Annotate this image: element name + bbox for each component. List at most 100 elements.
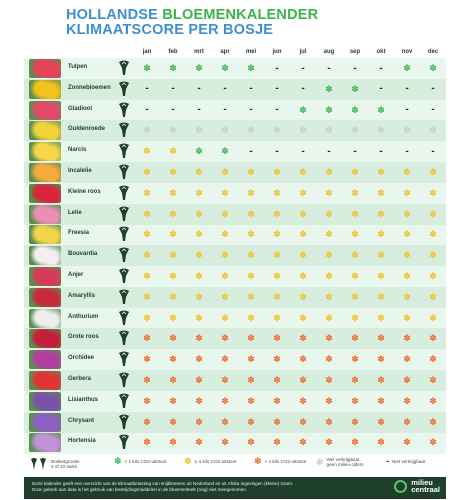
orange-flower-icon: ✽ bbox=[169, 354, 177, 365]
yellow-flower-icon: ✽ bbox=[143, 271, 151, 281]
not-available-mark: - bbox=[275, 104, 279, 116]
grey-flower-icon: ✽ bbox=[325, 125, 333, 136]
orange-flower-icon: ✽ bbox=[325, 354, 333, 365]
bouquet-icon bbox=[116, 206, 132, 222]
flower-row: Hortensia ✽ ✽ ✽ ✽ ✽ ✽ ✽ ✽ ✽ ✽ ✽ ✽ bbox=[24, 432, 446, 453]
bouquet-icon bbox=[116, 81, 132, 97]
flower-row: Amaryllis ✽ ✽ ✽ ✽ ✽ ✽ ✽ ✽ ✽ ✽ ✽ ✽ bbox=[24, 286, 446, 308]
yellow-flower-icon: ✽ bbox=[377, 250, 385, 261]
flower-name: Gladiool bbox=[68, 105, 92, 112]
title-line-2: KLIMAATSCORE PER BOSJE bbox=[66, 22, 274, 38]
yellow-flower-icon: ✽ bbox=[195, 187, 203, 198]
yellow-flower-icon: ✽ bbox=[221, 312, 229, 323]
month-jun: jun bbox=[272, 49, 282, 55]
yellow-flower-icon: ✽ bbox=[325, 208, 333, 219]
bouquet-icon bbox=[116, 434, 132, 450]
yellow-flower-icon: ✽ bbox=[169, 250, 177, 261]
yellow-flower-icon: ✽ bbox=[325, 229, 333, 240]
orange-flower-icon: ✽ bbox=[429, 416, 437, 427]
yellow-flower-icon: ✽ bbox=[143, 250, 151, 261]
bouquet-icon bbox=[116, 393, 132, 409]
flower-row: Anthurium ✽ ✽ ✽ ✽ ✽ ✽ ✽ ✽ ✽ ✽ ✽ ✽ bbox=[24, 308, 446, 329]
yellow-flower-icon: ✽ bbox=[247, 167, 255, 177]
flower-photo bbox=[29, 246, 61, 266]
yellow-flower-icon: ✽ bbox=[247, 291, 255, 302]
yellow-flower-icon: ✽ bbox=[169, 146, 177, 157]
orange-flower-icon: ✽ bbox=[143, 416, 151, 427]
flower-photo bbox=[29, 79, 61, 99]
yellow-flower-icon: ✽ bbox=[403, 312, 411, 323]
not-available-mark: - bbox=[197, 104, 201, 116]
month-header: jan feb mrt apr mei jun jul aug sep okt nov dec bbox=[131, 49, 444, 59]
yellow-flower-icon: ✽ bbox=[351, 291, 359, 302]
yellow-flower-icon: ✽ bbox=[377, 312, 385, 323]
flower-name: Anthurium bbox=[68, 313, 99, 320]
orange-flower-icon: ✽ bbox=[299, 416, 307, 427]
month-nov: nov bbox=[401, 49, 413, 55]
month-aug: aug bbox=[323, 49, 335, 55]
yellow-flower-icon: ✽ bbox=[299, 291, 307, 302]
legend-grey-line-1: Wel verkrijgbaar, bbox=[326, 457, 361, 462]
yellow-flower-icon: ✽ bbox=[247, 229, 255, 240]
yellow-flower-icon: ✽ bbox=[299, 167, 307, 177]
not-available-mark: - bbox=[353, 62, 357, 74]
not-available-mark: - bbox=[145, 83, 149, 95]
yellow-flower-icon: ✽ bbox=[169, 291, 177, 302]
yellow-flower-icon: ✽ bbox=[247, 187, 255, 198]
green-flower-icon: ✽ bbox=[351, 83, 359, 94]
legend-grey: ✽ Wel verkrijgbaar, geen milieu-cijfers bbox=[316, 457, 364, 467]
yellow-flower-icon: ✽ bbox=[299, 208, 307, 219]
yellow-flower-icon: ✽ bbox=[429, 208, 437, 219]
yellow-flower-icon: ✽ bbox=[169, 271, 177, 281]
legend-yellow: ✽ 1-4 kilo CO2-uitstoot bbox=[184, 457, 236, 466]
orange-flower-icon: ✽ bbox=[351, 437, 359, 448]
orange-flower-icon: ✽ bbox=[403, 437, 411, 448]
flower-row: Zonnebloemen - - - - - - - ✽ ✽ - - - bbox=[24, 78, 446, 100]
yellow-flower-icon: ✽ bbox=[403, 229, 411, 240]
not-available-mark: - bbox=[405, 83, 409, 95]
bouquet-icon bbox=[116, 310, 132, 326]
yellow-flower-icon: ✽ bbox=[377, 229, 385, 240]
yellow-flower-icon: ✽ bbox=[143, 208, 151, 219]
yellow-flower-icon: ✽ bbox=[221, 208, 229, 219]
orange-flower-icon: ✽ bbox=[377, 416, 385, 427]
bouquet-icon bbox=[116, 414, 132, 430]
green-flower-icon: ✽ bbox=[377, 104, 385, 115]
orange-flower-icon: ✽ bbox=[195, 375, 203, 385]
flower-photo bbox=[29, 412, 61, 432]
yellow-flower-icon: ✽ bbox=[403, 208, 411, 219]
yellow-flower-icon: ✽ bbox=[325, 271, 333, 281]
flower-photo bbox=[29, 391, 61, 411]
not-available-mark: - bbox=[379, 62, 383, 74]
logo-ring-icon bbox=[394, 479, 408, 493]
orange-flower-icon: ✽ bbox=[221, 375, 229, 385]
legend-orange: ✽ > 4 kilo CO2-uitstoot bbox=[254, 457, 306, 466]
orange-flower-icon: ✽ bbox=[299, 395, 307, 406]
orange-flower-icon: ✽ bbox=[221, 437, 229, 448]
orange-flower-icon: ✽ bbox=[403, 375, 411, 385]
flower-row: Orchidee ✽ ✽ ✽ ✽ ✽ ✽ ✽ ✽ ✽ ✽ ✽ ✽ bbox=[24, 349, 446, 370]
yellow-flower-icon: ✽ bbox=[403, 167, 411, 177]
month-mrt: mrt bbox=[194, 49, 204, 55]
legend-green: ✽ < 1 kilo CO2-uitstoot bbox=[114, 457, 166, 466]
flower-photo bbox=[29, 287, 61, 307]
logo-line-2: centraal bbox=[411, 485, 440, 494]
legend-green-label: < 1 kilo CO2-uitstoot bbox=[124, 459, 167, 464]
yellow-flower-icon: ✽ bbox=[377, 291, 385, 302]
orange-flower-icon: ✽ bbox=[143, 395, 151, 406]
flower-photo bbox=[29, 121, 61, 141]
orange-flower-icon: ✽ bbox=[273, 416, 281, 427]
orange-flower-icon: ✽ bbox=[169, 333, 177, 344]
yellow-flower-icon: ✽ bbox=[195, 271, 203, 281]
not-available-mark: - bbox=[431, 145, 435, 157]
orange-flower-icon: ✽ bbox=[325, 416, 333, 427]
flower-name: Bouvardia bbox=[68, 251, 98, 258]
orange-flower-icon: ✽ bbox=[325, 333, 333, 344]
yellow-flower-icon: ✽ bbox=[351, 208, 359, 219]
flower-name: Guldenroede bbox=[68, 126, 106, 133]
flower-name: Gerbera bbox=[68, 376, 92, 382]
yellow-flower-icon: ✽ bbox=[143, 291, 151, 302]
flower-name: Lisianthus bbox=[68, 396, 99, 403]
yellow-flower-icon: ✽ bbox=[299, 271, 307, 281]
green-flower-icon: ✽ bbox=[247, 63, 255, 73]
